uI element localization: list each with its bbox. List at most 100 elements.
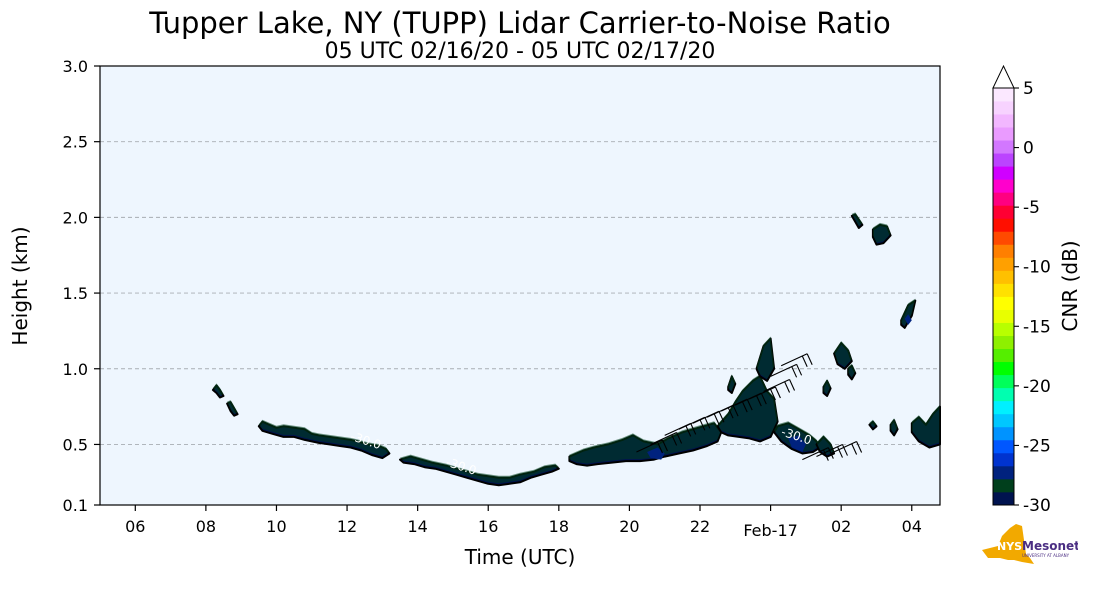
y-axis-label: Height (km) <box>8 226 32 345</box>
colorbar-segment-16 <box>993 283 1014 297</box>
y-tick-label-6: 3.0 <box>63 57 88 76</box>
x-tick-label-7: 20 <box>619 517 639 536</box>
cnr-feature-fill-17 <box>890 418 898 434</box>
cnr-feature-fill-7 <box>728 374 736 391</box>
cnr-feature-fill-1 <box>227 400 238 414</box>
colorbar-segment-9 <box>993 374 1014 389</box>
colorbar-segment-13 <box>993 322 1014 336</box>
chart-title: Tupper Lake, NY (TUPP) Lidar Carrier-to-… <box>148 6 890 40</box>
colorbar-segment-19 <box>993 244 1014 258</box>
colorbar-segment-12 <box>993 335 1014 350</box>
cnr-feature-fill-15 <box>901 298 916 326</box>
colorbar-segment-21 <box>993 218 1014 232</box>
colorbar-segment-24 <box>993 179 1014 193</box>
colorbar-segment-11 <box>993 348 1014 363</box>
colorbar-tick-label-2: -5 <box>1023 198 1040 218</box>
colorbar-segment-4 <box>993 439 1014 454</box>
x-tick-label-9: 02 <box>831 517 851 536</box>
date-label: Feb-17 <box>743 521 797 540</box>
cnr-feature-fill-2 <box>258 419 390 457</box>
colorbar-tick-label-1: 0 <box>1023 139 1034 159</box>
colorbar-segment-6 <box>993 413 1014 428</box>
y-tick-label-3: 1.5 <box>63 284 88 303</box>
x-tick-label-1: 08 <box>196 517 216 536</box>
cnr-feature-19 <box>647 447 665 460</box>
colorbar-segment-31 <box>993 88 1014 102</box>
colorbar-segment-29 <box>993 114 1014 128</box>
new-york-state-icon <box>982 524 1034 564</box>
y-tick-label-4: 2.0 <box>63 208 88 227</box>
x-axis-label: Time (UTC) <box>464 545 576 569</box>
colorbar-segment-22 <box>993 205 1014 219</box>
logo-caption: UNIVERSITY AT ALBANY <box>1022 553 1070 558</box>
colorbar-segment-20 <box>993 231 1014 245</box>
colorbar-extend-arrow <box>992 64 1015 89</box>
colorbar-segment-5 <box>993 426 1014 441</box>
colorbar-segment-26 <box>993 153 1014 167</box>
cnr-feature-fill-4 <box>569 421 722 464</box>
colorbar-tick-label-4: -15 <box>1023 317 1051 337</box>
colorbar-tick-label-0: 5 <box>1023 79 1034 99</box>
cnr-feature-fill-14 <box>872 222 891 243</box>
cnr-contours <box>211 212 941 487</box>
wind-barbs <box>636 353 863 461</box>
y-axis-ticks: 0.1 0.5 1.0 1.5 2.0 2.5 3.0 <box>63 57 100 515</box>
x-tick-label-4: 14 <box>407 517 427 536</box>
colorbar-segment-2 <box>993 465 1014 480</box>
wind-barb-0 <box>636 439 668 454</box>
y-tick-label-0: 0.1 <box>63 496 88 515</box>
wind-barb-8 <box>749 386 781 401</box>
colorbar-segment-14 <box>993 309 1014 323</box>
colorbar-segment-7 <box>993 400 1014 415</box>
cnr-feature-20 <box>788 435 806 452</box>
x-tick-label-5: 16 <box>478 517 498 536</box>
nys-mesonet-logo: NYS Mesonet UNIVERSITY AT ALBANY <box>982 524 1078 564</box>
cnr-feature-fill-12 <box>848 363 856 378</box>
x-tick-label-0: 06 <box>125 517 145 536</box>
x-tick-label-10: 04 <box>902 517 922 536</box>
cnr-feature-fill-16 <box>869 419 877 428</box>
colorbar: 5 0 -5 -10 -15 -20 -25 -30 <box>992 64 1051 516</box>
colorbar-segment-10 <box>993 361 1014 376</box>
plot-area: -30.0-30.0-30.0 <box>99 65 941 506</box>
wind-barb-10 <box>770 363 803 378</box>
logo-prefix: NYS <box>997 540 1022 553</box>
colorbar-segment-15 <box>993 296 1014 310</box>
x-tick-label-2: 10 <box>266 517 286 536</box>
colorbar-segment-8 <box>993 387 1014 402</box>
colorbar-segment-28 <box>993 127 1014 141</box>
cnr-feature-21 <box>904 314 912 325</box>
colorbar-segment-23 <box>993 192 1014 206</box>
cnr-feature-fill-6 <box>756 336 775 379</box>
colorbar-tick-label-6: -25 <box>1023 436 1051 456</box>
cnr-feature-fill-18 <box>911 404 940 446</box>
x-tick-label-8: 22 <box>690 517 710 536</box>
colorbar-segment-18 <box>993 257 1014 271</box>
y-tick-label-2: 1.0 <box>63 360 88 379</box>
wind-barb-13 <box>816 444 848 458</box>
colorbar-segment-1 <box>993 478 1014 493</box>
plot-frame <box>99 65 941 506</box>
wind-barb-9 <box>763 378 796 393</box>
cnr-feature-fill-3 <box>400 454 559 484</box>
y-tick-label-5: 2.5 <box>63 133 88 152</box>
colorbar-tick-label-7: -30 <box>1023 496 1051 516</box>
logo-text: Mesonet <box>1022 539 1078 553</box>
colorbar-tick-label-5: -20 <box>1023 377 1051 397</box>
colorbar-frame <box>992 87 1015 506</box>
cnr-feature-fill-10 <box>823 378 831 394</box>
colorbar-segment-25 <box>993 166 1014 180</box>
cnr-feature-fill-5 <box>717 374 778 440</box>
x-tick-label-3: 12 <box>337 517 357 536</box>
wind-barb-11 <box>780 353 813 367</box>
colorbar-segment-27 <box>993 140 1014 154</box>
cnr-feature-fill-13 <box>851 212 863 226</box>
x-tick-label-6: 18 <box>549 517 569 536</box>
colorbar-tick-label-3: -10 <box>1023 258 1051 278</box>
cnr-feature-fill-11 <box>834 341 852 367</box>
colorbar-segment-30 <box>993 101 1014 115</box>
colorbar-segment-3 <box>993 452 1014 467</box>
x-axis-ticks: 06 08 10 12 14 16 18 20 22 02 04 <box>125 505 922 536</box>
y-tick-label-1: 0.5 <box>63 435 88 454</box>
